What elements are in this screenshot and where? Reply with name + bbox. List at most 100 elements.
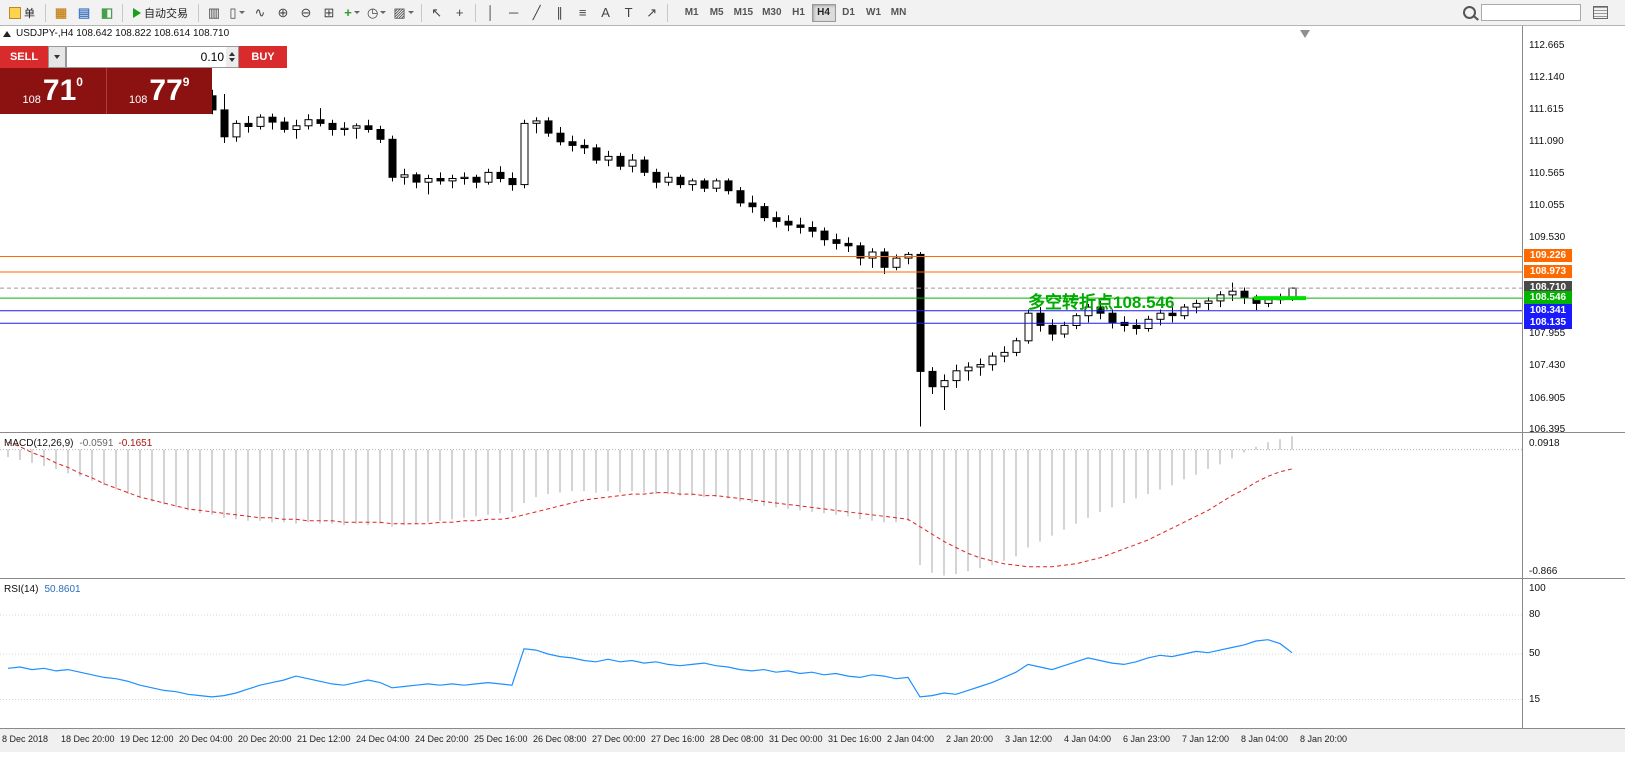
buy-price-button[interactable]: 108 77 9 bbox=[105, 68, 213, 114]
panel-separator[interactable] bbox=[0, 432, 1625, 433]
candle bbox=[592, 144, 601, 164]
zoom-out-button[interactable]: ⊖ bbox=[295, 3, 317, 23]
templates-button[interactable]: ▨ bbox=[390, 3, 416, 23]
candle bbox=[292, 119, 301, 139]
price-tag-108.135: 108.135 bbox=[1524, 316, 1572, 329]
candle bbox=[484, 168, 493, 185]
expand-trade-panel-icon[interactable] bbox=[3, 30, 11, 37]
time-axis-label: 8 Jan 20:00 bbox=[1300, 734, 1348, 744]
candlestick-chart-button[interactable]: ▯ bbox=[226, 3, 248, 23]
macd-value-signal: -0.1651 bbox=[118, 438, 153, 449]
timeframe-m15[interactable]: M15 bbox=[730, 4, 757, 22]
volume-stepper[interactable] bbox=[226, 47, 238, 67]
trade-panel-controls: SELL BUY bbox=[0, 46, 287, 68]
market-watch-toggle-button[interactable] bbox=[1586, 2, 1614, 24]
candle bbox=[784, 215, 793, 232]
new-order-button[interactable]: 单 bbox=[3, 3, 41, 23]
candle bbox=[364, 119, 373, 133]
line-chart-icon: ∿ bbox=[254, 5, 266, 20]
text-button[interactable]: A bbox=[595, 3, 617, 23]
zoom-out-icon: ⊖ bbox=[300, 5, 312, 20]
data-window-button[interactable]: ◧ bbox=[96, 3, 118, 23]
candle bbox=[1060, 321, 1069, 338]
fibonacci-button[interactable]: ≡ bbox=[572, 3, 594, 23]
step-down-icon bbox=[229, 58, 235, 62]
timeframe-w1[interactable]: W1 bbox=[862, 4, 886, 22]
label-button[interactable]: T bbox=[618, 3, 640, 23]
candle bbox=[220, 94, 229, 143]
channel-button[interactable]: ∥ bbox=[549, 3, 571, 23]
tile-windows-button[interactable]: ⊞ bbox=[318, 3, 340, 23]
candle bbox=[1168, 307, 1177, 323]
candle bbox=[664, 172, 673, 186]
candle bbox=[928, 367, 937, 394]
candle bbox=[496, 166, 505, 183]
vertical-line-button[interactable]: │ bbox=[480, 3, 502, 23]
bar-chart-button[interactable]: ▥ bbox=[203, 3, 225, 23]
time-axis-label: 25 Dec 16:00 bbox=[474, 734, 528, 744]
step-up-icon bbox=[229, 52, 235, 56]
buy-button[interactable]: BUY bbox=[239, 46, 287, 68]
candle bbox=[1108, 309, 1117, 329]
sell-button[interactable]: SELL bbox=[0, 46, 48, 68]
timeframe-m30[interactable]: M30 bbox=[758, 4, 785, 22]
time-axis-label: 2 Jan 20:00 bbox=[946, 734, 994, 744]
price-axis-label: 109.530 bbox=[1529, 232, 1566, 243]
candle bbox=[688, 178, 697, 191]
macd-name: MACD(12,26,9) bbox=[4, 438, 74, 449]
toolbar-separator bbox=[474, 3, 476, 22]
horizontal-line-button[interactable]: ─ bbox=[503, 3, 525, 23]
new-order-label: 单 bbox=[24, 7, 35, 20]
search-input[interactable] bbox=[1481, 4, 1581, 21]
candle bbox=[1024, 309, 1033, 344]
time-axis-label: 2 Jan 04:00 bbox=[887, 734, 935, 744]
profiles-button[interactable]: ▤ bbox=[73, 3, 95, 23]
volume-input[interactable] bbox=[67, 47, 226, 67]
chart-annotation[interactable]: 多空转折点108.546 bbox=[1028, 293, 1175, 312]
arrows-button[interactable]: ↗ bbox=[641, 3, 663, 23]
autotrading-button[interactable]: 自动交易 bbox=[127, 3, 194, 23]
price-axis-label: 111.090 bbox=[1529, 136, 1564, 147]
macd-axis-max: 0.0918 bbox=[1529, 438, 1560, 449]
candle bbox=[964, 362, 973, 381]
trendline-button[interactable]: ╱ bbox=[526, 3, 548, 23]
time-axis-label: 24 Dec 04:00 bbox=[356, 734, 410, 744]
candle bbox=[1000, 346, 1009, 363]
chevron-down-icon bbox=[238, 11, 245, 14]
price-axis-label: 110.055 bbox=[1529, 200, 1565, 211]
periods-button[interactable]: ◷ bbox=[364, 3, 389, 23]
candle bbox=[772, 211, 781, 228]
candle bbox=[820, 227, 829, 246]
play-icon bbox=[133, 7, 141, 18]
zoom-in-button[interactable]: ⊕ bbox=[272, 3, 294, 23]
candle bbox=[268, 113, 277, 130]
candle bbox=[472, 174, 481, 189]
time-axis-label: 27 Dec 00:00 bbox=[592, 734, 646, 744]
order-type-dropdown[interactable] bbox=[48, 46, 66, 68]
time-axis-label: 18 Dec 20:00 bbox=[61, 734, 115, 744]
timeframe-m1[interactable]: M1 bbox=[680, 4, 704, 22]
sell-price-button[interactable]: 108 71 0 bbox=[0, 68, 106, 114]
time-axis-label: 3 Jan 12:00 bbox=[1005, 734, 1053, 744]
timeframe-h4[interactable]: H4 bbox=[811, 3, 836, 22]
candle bbox=[340, 122, 349, 136]
macd-axis-min: -0.866 bbox=[1529, 566, 1558, 577]
timeframe-h1[interactable]: H1 bbox=[787, 4, 811, 22]
indicators-button[interactable]: + bbox=[341, 3, 363, 23]
timeframe-mn[interactable]: MN bbox=[887, 4, 911, 22]
charts-button[interactable]: ▦ bbox=[50, 3, 72, 23]
candle bbox=[952, 364, 961, 388]
periods-icon: ◷ bbox=[367, 5, 379, 20]
crosshair-button[interactable]: + bbox=[449, 3, 471, 23]
candle bbox=[1048, 319, 1057, 341]
price-axis-label: 112.665 bbox=[1529, 40, 1565, 51]
search-icon bbox=[1463, 6, 1476, 19]
line-chart-button[interactable]: ∿ bbox=[249, 3, 271, 23]
timeframe-d1[interactable]: D1 bbox=[837, 4, 861, 22]
timeframe-m5[interactable]: M5 bbox=[705, 4, 729, 22]
rsi-line bbox=[7, 639, 1293, 698]
toolbar: 单 ▦ ▤ ◧ 自动交易 ▥ ▯ ∿ ⊕ ⊖ ⊞ + ◷ ▨ ↖ + │ ─ ╱ ∥ ≡ A T ↗ M1 M5 M15… bbox=[0, 0, 1625, 26]
panel-separator[interactable] bbox=[0, 578, 1625, 579]
rsi-axis-label: 100 bbox=[1529, 583, 1546, 594]
cursor-button[interactable]: ↖ bbox=[426, 3, 448, 23]
